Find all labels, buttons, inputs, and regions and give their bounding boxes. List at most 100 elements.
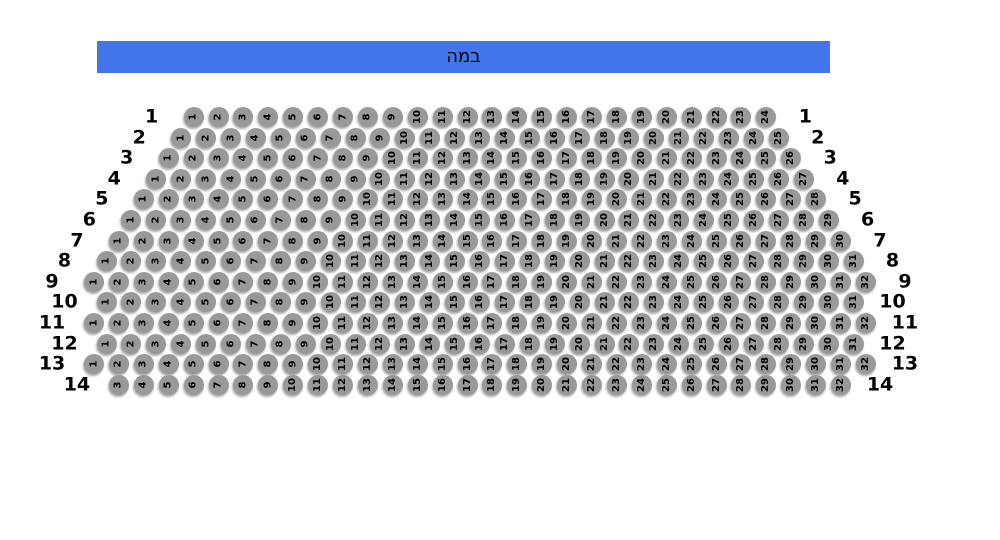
seat[interactable]: 5 — [183, 354, 204, 375]
seat[interactable]: 25 — [694, 251, 715, 272]
seat[interactable]: 12 — [370, 292, 391, 313]
seat[interactable]: 17 — [482, 354, 503, 375]
seat[interactable]: 2 — [146, 210, 167, 230]
seat[interactable]: 7 — [333, 107, 354, 127]
seat[interactable]: 17 — [557, 148, 578, 169]
seat[interactable]: 20 — [582, 230, 603, 251]
seat[interactable]: 19 — [544, 251, 565, 272]
seat[interactable]: 26 — [719, 292, 739, 313]
seat[interactable]: 8 — [308, 189, 329, 210]
seat[interactable]: 24 — [631, 374, 652, 395]
seat[interactable]: 20 — [656, 107, 677, 127]
seat[interactable]: 11 — [333, 354, 354, 375]
seat[interactable]: 31 — [843, 333, 864, 354]
seat[interactable]: 17 — [569, 127, 590, 148]
seat[interactable]: 5 — [233, 189, 254, 210]
seat[interactable]: 9 — [382, 107, 403, 127]
seat[interactable]: 32 — [855, 354, 876, 375]
seat[interactable]: 23 — [706, 148, 727, 169]
seat[interactable]: 16 — [507, 189, 528, 210]
seat[interactable]: 31 — [806, 374, 827, 395]
seat[interactable]: 8 — [333, 148, 354, 169]
seat[interactable]: 25 — [719, 210, 739, 230]
seat[interactable]: 21 — [582, 271, 603, 292]
seat[interactable]: 13 — [420, 210, 441, 230]
seat[interactable]: 12 — [357, 354, 378, 375]
seat[interactable]: 4 — [171, 292, 192, 313]
seat[interactable]: 13 — [432, 189, 453, 210]
seat[interactable]: 6 — [208, 271, 229, 292]
seat[interactable]: 22 — [656, 189, 677, 210]
seat[interactable]: 9 — [258, 374, 279, 395]
seat[interactable]: 25 — [756, 148, 777, 169]
seat[interactable]: 4 — [245, 127, 266, 148]
seat[interactable]: 9 — [283, 354, 304, 375]
seat[interactable]: 24 — [681, 230, 702, 251]
seat[interactable]: 32 — [855, 271, 876, 292]
seat[interactable]: 16 — [470, 292, 490, 313]
seat[interactable]: 11 — [345, 292, 366, 313]
seat[interactable]: 6 — [283, 148, 304, 169]
seat[interactable]: 23 — [694, 168, 715, 189]
seat[interactable]: 7 — [233, 354, 254, 375]
seat[interactable]: 16 — [482, 230, 503, 251]
seat[interactable]: 23 — [644, 333, 665, 354]
seat[interactable]: 24 — [694, 210, 715, 230]
seat[interactable]: 11 — [345, 251, 366, 272]
seat[interactable]: 5 — [245, 168, 266, 189]
seat[interactable]: 5 — [196, 251, 217, 272]
seat[interactable]: 14 — [482, 148, 503, 169]
seat[interactable]: 21 — [582, 313, 603, 333]
seat[interactable]: 8 — [320, 168, 341, 189]
seat[interactable]: 22 — [606, 354, 627, 375]
seat[interactable]: 11 — [308, 374, 329, 395]
seat[interactable]: 13 — [395, 292, 416, 313]
seat[interactable]: 15 — [519, 127, 540, 148]
seat[interactable]: 27 — [743, 333, 764, 354]
seat[interactable]: 13 — [382, 354, 403, 375]
seat[interactable]: 13 — [407, 230, 428, 251]
seat[interactable]: 22 — [669, 168, 690, 189]
seat[interactable]: 3 — [108, 374, 129, 395]
seat[interactable]: 28 — [756, 271, 777, 292]
seat[interactable]: 7 — [270, 210, 291, 230]
seat[interactable]: 15 — [432, 271, 453, 292]
seat[interactable]: 19 — [582, 189, 603, 210]
seat[interactable]: 27 — [743, 292, 764, 313]
seat[interactable]: 9 — [357, 148, 378, 169]
seat[interactable]: 26 — [706, 271, 727, 292]
seat[interactable]: 24 — [756, 107, 777, 127]
seat[interactable]: 14 — [382, 374, 403, 395]
seat[interactable]: 23 — [669, 210, 690, 230]
seat[interactable]: 12 — [357, 313, 378, 333]
seat[interactable]: 5 — [270, 127, 291, 148]
seat[interactable]: 23 — [631, 354, 652, 375]
seat[interactable]: 19 — [569, 210, 590, 230]
seat[interactable]: 20 — [557, 313, 578, 333]
seat[interactable]: 13 — [382, 313, 403, 333]
seat[interactable]: 11 — [420, 127, 441, 148]
seat[interactable]: 17 — [544, 168, 565, 189]
seat[interactable]: 1 — [108, 230, 129, 251]
seat[interactable]: 24 — [743, 127, 764, 148]
seat[interactable]: 3 — [208, 148, 229, 169]
seat[interactable]: 20 — [569, 251, 590, 272]
seat[interactable]: 2 — [208, 107, 229, 127]
seat[interactable]: 25 — [768, 127, 789, 148]
seat[interactable]: 21 — [669, 127, 690, 148]
seat[interactable]: 30 — [818, 292, 839, 313]
seat[interactable]: 27 — [768, 210, 789, 230]
seat[interactable]: 21 — [619, 210, 640, 230]
seat[interactable]: 17 — [582, 107, 603, 127]
seat[interactable]: 11 — [370, 210, 391, 230]
seat[interactable]: 26 — [706, 313, 727, 333]
seat[interactable]: 11 — [357, 230, 378, 251]
seat[interactable]: 21 — [656, 148, 677, 169]
seat[interactable]: 2 — [108, 354, 129, 375]
seat[interactable]: 8 — [233, 374, 254, 395]
seat[interactable]: 21 — [606, 230, 627, 251]
seat[interactable]: 5 — [196, 292, 217, 313]
seat[interactable]: 20 — [569, 333, 590, 354]
seat[interactable]: 22 — [582, 374, 603, 395]
seat[interactable]: 9 — [295, 333, 316, 354]
